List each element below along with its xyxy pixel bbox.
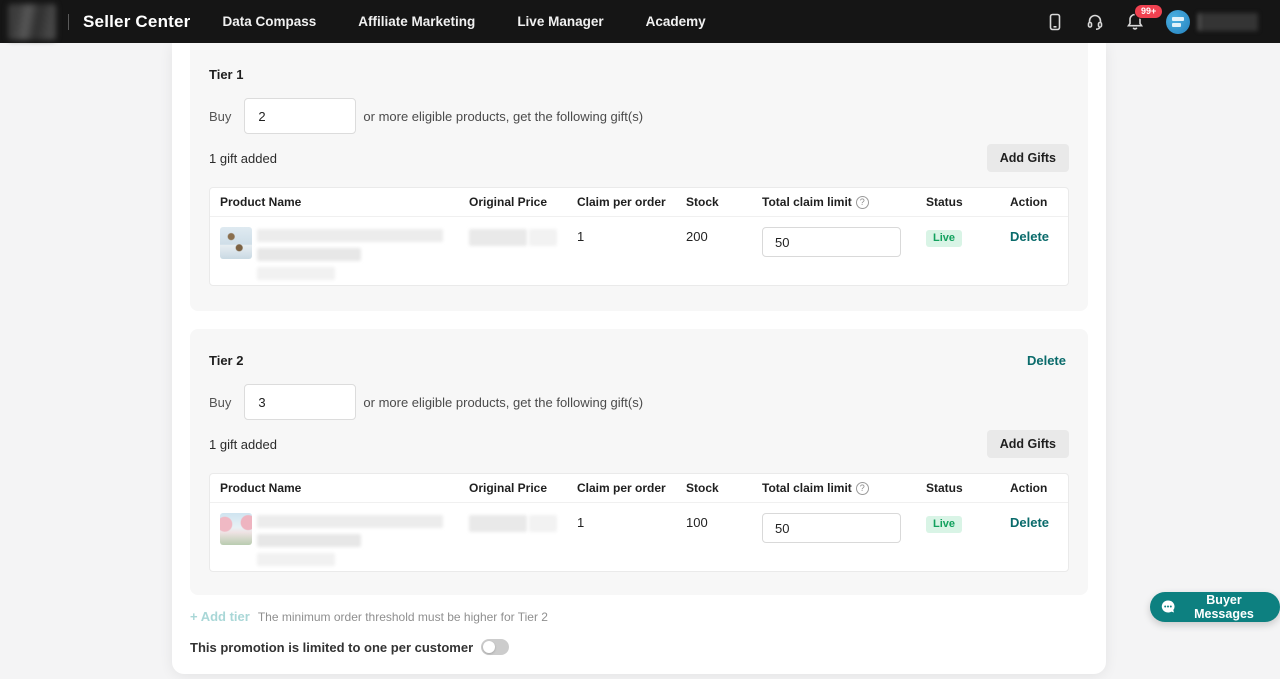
col-header-status: Status <box>926 481 963 495</box>
tier-2-gift-table: Product Name Original Price Claim per or… <box>209 473 1069 572</box>
nav-item-academy[interactable]: Academy <box>645 14 706 29</box>
tier-1-total-claim-limit-input[interactable] <box>762 227 901 257</box>
col-header-product-name: Product Name <box>220 195 302 209</box>
promo-limit-row: This promotion is limited to one per cus… <box>190 639 510 655</box>
tier-1-buy-threshold-input[interactable] <box>244 98 357 134</box>
buy-suffix-text: or more eligible products, get the follo… <box>363 108 644 124</box>
notification-count-badge: 99+ <box>1134 3 1164 19</box>
promo-limit-label: This promotion is limited to one per cus… <box>190 639 474 655</box>
buy-suffix-text: or more eligible products, get the follo… <box>363 394 644 410</box>
tier-1-title: Tier 1 <box>209 67 244 82</box>
redacted-product-name <box>257 513 443 566</box>
col-header-total-claim-limit: Total claim limit? <box>752 195 916 209</box>
col-header-original-price: Original Price <box>469 481 548 495</box>
nav-item-live-manager[interactable]: Live Manager <box>517 14 604 29</box>
nav-right-tools: 99+ <box>1046 3 1280 34</box>
help-icon[interactable]: ? <box>855 481 869 495</box>
col-header-action: Action <box>1010 481 1048 495</box>
product-cell <box>210 503 459 566</box>
tier-1-add-gifts-button[interactable]: Add Gifts <box>986 144 1069 172</box>
buyer-messages-label: Buyer Messages <box>1194 593 1254 621</box>
nav-item-data-compass[interactable]: Data Compass <box>222 14 317 29</box>
promo-limit-toggle[interactable] <box>481 639 510 655</box>
nav-menu: Data Compass Affiliate Marketing Live Ma… <box>222 14 705 29</box>
product-thumbnail <box>220 513 252 545</box>
col-header-stock: Stock <box>686 481 719 495</box>
tier-2-delete-link[interactable]: Delete <box>1026 353 1066 368</box>
tier-2-row-delete-link[interactable]: Delete <box>1010 515 1050 530</box>
product-cell <box>210 217 459 280</box>
add-tier-note: The minimum order threshold must be high… <box>257 609 548 624</box>
col-header-total-claim-limit: Total claim limit? <box>752 481 916 495</box>
stock-value: 100 <box>686 515 708 530</box>
gifts-added-text: 1 gift added <box>209 436 277 452</box>
mobile-app-icon[interactable] <box>1046 13 1064 31</box>
headset-support-icon[interactable] <box>1086 13 1104 31</box>
col-header-claim-per-order: Claim per order <box>577 481 666 495</box>
buy-label: Buy <box>209 108 232 124</box>
notifications-bell-icon[interactable]: 99+ <box>1126 3 1164 31</box>
tier-2-add-gifts-button[interactable]: Add Gifts <box>986 430 1069 458</box>
table-row: 1 100 Live Delete <box>210 503 1068 566</box>
top-navbar: Seller Center Data Compass Affiliate Mar… <box>0 0 1280 43</box>
add-tier-button[interactable]: + Add tier <box>190 609 250 624</box>
col-header-action: Action <box>1010 195 1048 209</box>
app-logo <box>8 3 56 40</box>
tier-1-gift-table: Product Name Original Price Claim per or… <box>209 187 1069 286</box>
help-icon[interactable]: ? <box>855 195 869 209</box>
tier-2-panel: Tier 2 Delete Buy or more eligible produ… <box>190 329 1088 595</box>
product-thumbnail <box>220 227 252 259</box>
avatar[interactable] <box>1166 9 1190 34</box>
promotion-setup-card: Tier 1 Buy or more eligible products, ge… <box>172 43 1106 674</box>
chat-bubble-icon <box>1160 599 1176 615</box>
tier-2-total-claim-limit-input[interactable] <box>762 513 901 543</box>
col-header-claim-per-order: Claim per order <box>577 195 666 209</box>
stock-value: 200 <box>686 229 708 244</box>
col-header-product-name: Product Name <box>220 481 302 495</box>
col-header-stock: Stock <box>686 195 719 209</box>
claim-per-order-value: 1 <box>577 515 585 530</box>
buyer-messages-button[interactable]: Buyer Messages <box>1150 592 1280 622</box>
redacted-product-name <box>257 227 443 280</box>
col-header-status: Status <box>926 195 963 209</box>
redacted-original-price <box>459 503 567 566</box>
tier-1-row-delete-link[interactable]: Delete <box>1010 229 1050 244</box>
add-tier-row: + Add tier The minimum order threshold m… <box>190 609 548 624</box>
table-row: 1 200 Live Delete <box>210 217 1068 280</box>
tier-2-title: Tier 2 <box>209 353 244 368</box>
redacted-username <box>1198 12 1258 31</box>
redacted-original-price <box>459 217 567 280</box>
brand-title: Seller Center <box>83 11 191 31</box>
nav-item-affiliate-marketing[interactable]: Affiliate Marketing <box>358 14 476 29</box>
tier-2-buy-threshold-input[interactable] <box>244 384 357 420</box>
buy-label: Buy <box>209 394 232 410</box>
col-header-original-price: Original Price <box>469 195 548 209</box>
gifts-added-text: 1 gift added <box>209 150 277 166</box>
status-badge: Live <box>926 230 963 247</box>
tier-1-panel: Tier 1 Buy or more eligible products, ge… <box>190 43 1088 311</box>
status-badge: Live <box>926 516 963 533</box>
nav-divider <box>68 13 69 30</box>
claim-per-order-value: 1 <box>577 229 585 244</box>
